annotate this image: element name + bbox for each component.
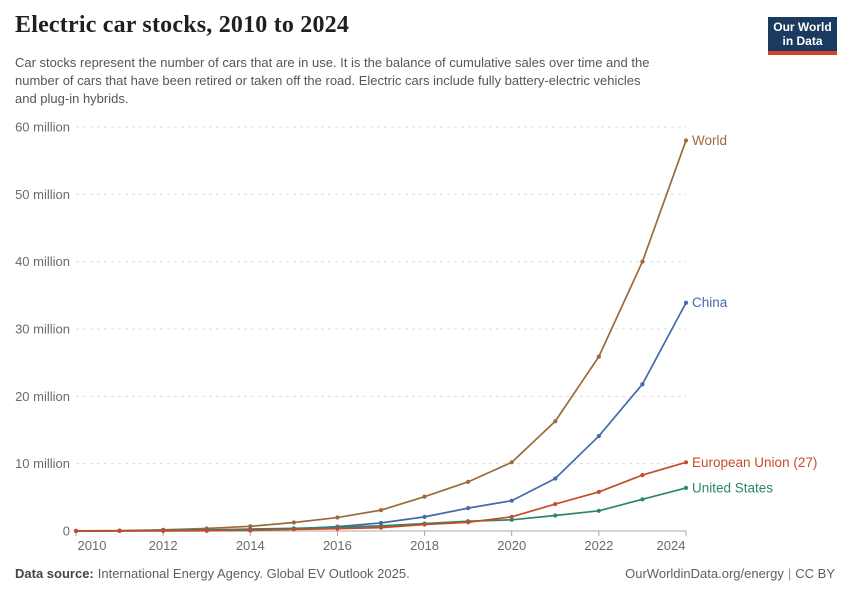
data-point-china — [640, 382, 645, 387]
subtitle-line: number of cars that have been retired or… — [15, 73, 641, 88]
data-point-china — [509, 498, 514, 503]
y-axis-label: 0 — [63, 524, 70, 539]
data-point-european-union-27 — [683, 460, 689, 465]
data-point-world — [466, 479, 471, 484]
series-line-china — [75, 302, 687, 532]
data-point-world — [640, 259, 645, 264]
data-point-china — [596, 433, 601, 439]
chart-area: 0 10 million 20 million 30 million 40 millio… — [0, 110, 850, 555]
subtitle-line: Car stocks represent the number of cars … — [15, 55, 650, 70]
data-point-european-union-27 — [204, 528, 209, 533]
series-label-united-states: United States — [692, 480, 773, 495]
data-point-european-union-27 — [248, 528, 253, 533]
data-point-world — [378, 508, 384, 513]
data-point-china — [378, 520, 384, 526]
x-axis-label: 2020 — [497, 538, 526, 553]
data-point-united-states — [683, 485, 689, 491]
footer-links: OurWorldinData.org/energy | CC BY — [621, 566, 835, 581]
data-point-european-union-27 — [596, 489, 601, 495]
line-chart: 0 10 million 20 million 30 million 40 millio… — [15, 120, 817, 554]
data-point-european-union-27 — [117, 528, 122, 534]
data-point-european-union-27 — [161, 528, 166, 533]
series-line-world — [75, 140, 687, 532]
y-axis-label: 40 million — [15, 254, 70, 269]
data-point-european-union-27 — [640, 473, 645, 478]
owid-logo-line1: Our World — [773, 20, 832, 34]
data-point-china — [683, 300, 689, 305]
data-source-label: Data source: — [15, 566, 94, 581]
owid-energy-link[interactable]: OurWorldinData.org/energy — [625, 566, 784, 581]
data-point-european-union-27 — [378, 525, 384, 530]
chart-footer: Data source: International Energy Agency.… — [15, 566, 835, 581]
owid-logo[interactable]: Our World in Data — [768, 17, 837, 55]
data-point-united-states — [553, 513, 558, 518]
data-source: Data source: International Energy Agency.… — [15, 566, 410, 581]
x-axis-label: 2010 — [78, 538, 107, 553]
chart-subtitle: Car stocks represent the number of cars … — [15, 54, 649, 108]
series-label-european-union-27: European Union (27) — [692, 455, 817, 470]
data-point-world — [553, 419, 558, 424]
series-label-world: World — [692, 133, 727, 148]
data-point-world — [596, 354, 601, 359]
data-point-european-union-27 — [553, 501, 558, 507]
data-point-european-union-27 — [509, 514, 514, 519]
cc-by-link[interactable]: CC BY — [795, 566, 835, 581]
data-point-world — [422, 494, 427, 499]
series-label-china: China — [692, 295, 728, 310]
data-point-european-union-27 — [291, 527, 296, 532]
data-source-text: International Energy Agency. Global EV O… — [97, 566, 410, 581]
series-line-european-union-27 — [75, 461, 687, 532]
x-axis-label: 2024 — [657, 538, 686, 553]
x-axis-label: 2018 — [410, 538, 439, 553]
y-axis-label: 10 million — [15, 456, 70, 471]
data-point-world — [683, 138, 689, 143]
data-point-world — [335, 515, 340, 520]
owid-logo-line2: in Data — [782, 34, 823, 48]
data-point-china — [466, 506, 471, 511]
y-axis-label: 20 million — [15, 389, 70, 404]
data-point-united-states — [596, 508, 601, 513]
data-point-european-union-27 — [73, 528, 79, 534]
data-point-european-union-27 — [466, 520, 471, 525]
data-point-china — [422, 514, 427, 519]
x-axis-label: 2022 — [584, 538, 613, 553]
data-point-united-states — [640, 497, 645, 502]
x-axis-label: 2012 — [149, 538, 178, 553]
page-title: Electric car stocks, 2010 to 2024 — [15, 12, 350, 38]
y-axis-label: 60 million — [15, 120, 70, 135]
y-axis-label: 50 million — [15, 187, 70, 202]
x-axis-label: 2014 — [236, 538, 265, 553]
x-axis-label: 2016 — [323, 538, 352, 553]
data-point-world — [291, 520, 296, 525]
y-axis-label: 30 million — [15, 322, 70, 337]
footer-separator: | — [787, 566, 792, 581]
subtitle-line: and plug-in hybrids. — [15, 91, 129, 106]
data-point-world — [509, 460, 514, 465]
data-point-european-union-27 — [335, 526, 340, 531]
data-point-united-states — [509, 517, 514, 522]
data-point-european-union-27 — [422, 522, 427, 527]
data-point-china — [553, 476, 558, 481]
